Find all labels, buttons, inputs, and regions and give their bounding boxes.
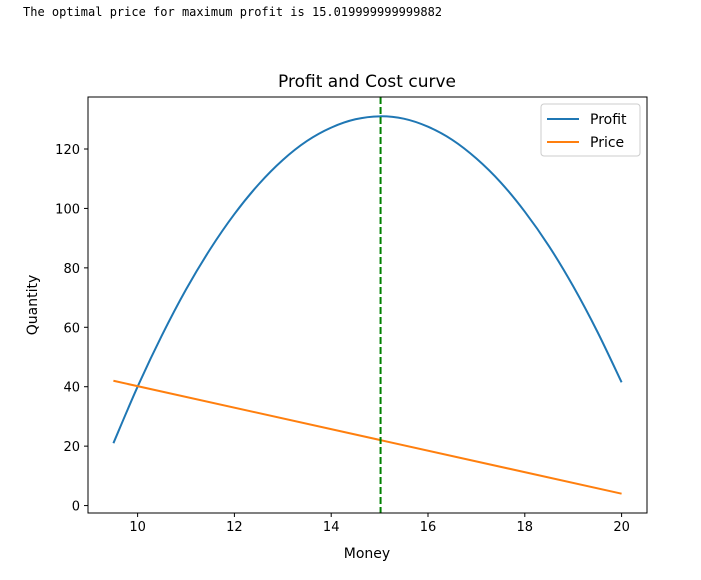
y-tick-label: 60 [63, 321, 80, 336]
series-line-profit [112, 115, 623, 444]
y-tick-label: 100 [55, 202, 80, 217]
x-tick-label: 10 [129, 520, 146, 535]
x-tick-label: 14 [323, 520, 340, 535]
x-tick-label: 12 [226, 520, 243, 535]
y-tick-label: 80 [63, 262, 80, 277]
x-axis-label: Money [344, 546, 390, 562]
y-tick-label: 40 [63, 381, 80, 396]
y-axis-label: Quantity [25, 275, 41, 336]
y-tick-label: 20 [63, 440, 80, 455]
legend-label-profit: Profit [590, 112, 627, 128]
y-tick-label: 120 [55, 143, 80, 158]
series-line-price [113, 379, 622, 495]
plot-frame [87, 96, 648, 514]
chart-title: Profit and Cost curve [278, 72, 456, 92]
y-tick-label: 0 [72, 500, 80, 515]
output-text: The optimal price for maximum profit is … [23, 5, 443, 19]
legend-label-price: Price [590, 135, 624, 151]
x-tick-label: 16 [420, 520, 437, 535]
legend: Profit Price [540, 103, 641, 157]
x-tick-label: 20 [613, 520, 630, 535]
x-tick-label: 18 [517, 520, 534, 535]
